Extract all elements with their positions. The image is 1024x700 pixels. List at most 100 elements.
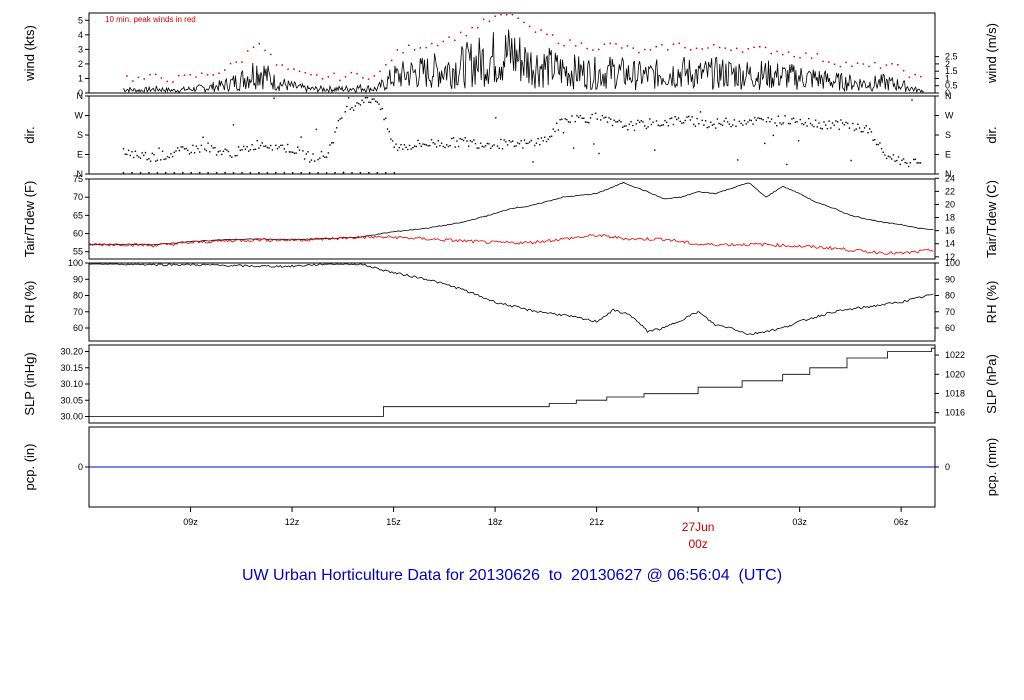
peak-wind-point bbox=[436, 44, 439, 47]
peak-wind-point bbox=[626, 45, 629, 47]
wind-direction-point bbox=[226, 149, 228, 151]
wind-direction-point bbox=[777, 115, 779, 117]
wind-direction-point bbox=[701, 119, 703, 122]
wind-direction-point bbox=[500, 138, 502, 141]
wind-direction-point bbox=[819, 127, 822, 129]
right-tick-label: 12 bbox=[945, 252, 955, 262]
wind-direction-point bbox=[263, 145, 265, 148]
x-tick-label: 18z bbox=[488, 517, 503, 527]
peak-wind-point bbox=[298, 70, 301, 73]
y-axis-label-left: Tair/Tdew (F) bbox=[22, 181, 37, 258]
wind-direction-point bbox=[682, 122, 685, 124]
wind-direction-point bbox=[398, 146, 400, 149]
wind-direction-point bbox=[221, 153, 223, 156]
wind-direction-point bbox=[589, 117, 592, 119]
wind-direction-point bbox=[853, 129, 856, 132]
wind-direction-point bbox=[209, 151, 211, 153]
wind-direction-point bbox=[310, 159, 313, 161]
wind-direction-point bbox=[745, 123, 747, 125]
wind-direction-point bbox=[779, 122, 781, 124]
peak-wind-point bbox=[402, 51, 404, 54]
wind-direction-point bbox=[452, 137, 455, 139]
wind-direction-point bbox=[229, 155, 231, 157]
right-tick-label: 80 bbox=[945, 291, 955, 301]
wind-direction-point bbox=[711, 124, 714, 126]
wind-direction-point bbox=[869, 128, 871, 130]
peak-wind-point bbox=[793, 55, 795, 58]
wind-direction-point bbox=[664, 119, 666, 122]
peak-wind-point bbox=[874, 61, 876, 64]
day-sub-label: 00z bbox=[688, 537, 707, 551]
wind-direction-point bbox=[655, 120, 658, 122]
wind-direction-point bbox=[584, 121, 587, 123]
peak-wind-point bbox=[678, 42, 680, 45]
wind-direction-point bbox=[471, 141, 473, 143]
wind-direction-point bbox=[341, 117, 343, 119]
peak-wind-point bbox=[517, 17, 519, 19]
wind-direction-point bbox=[644, 125, 646, 127]
wind-direction-point bbox=[591, 113, 593, 116]
wind-direction-point bbox=[300, 136, 302, 138]
wind-direction-point bbox=[831, 122, 834, 124]
wind-direction-point bbox=[801, 123, 803, 125]
wind-direction-point bbox=[188, 153, 191, 155]
y-axis-label-right: SLP (hPa) bbox=[984, 354, 999, 414]
wind-direction-point bbox=[215, 172, 218, 174]
wind-direction-point bbox=[833, 124, 835, 126]
wind-direction-point bbox=[522, 147, 524, 149]
wind-direction-point bbox=[418, 142, 421, 145]
peak-wind-point bbox=[810, 57, 813, 59]
peak-wind-point bbox=[408, 44, 410, 46]
right-tick-label: W bbox=[945, 111, 954, 121]
wind-direction-point bbox=[704, 120, 707, 122]
wind-direction-point bbox=[899, 163, 901, 166]
wind-direction-point bbox=[882, 151, 884, 153]
wind-direction-point bbox=[740, 122, 742, 125]
peak-wind-point bbox=[592, 49, 594, 51]
wind-direction-point bbox=[413, 145, 416, 147]
right-tick-label: S bbox=[945, 130, 951, 140]
wind-direction-point bbox=[566, 119, 568, 121]
peak-wind-point bbox=[667, 49, 669, 51]
wind-direction-point bbox=[454, 146, 456, 148]
y-axis-label-right: RH (%) bbox=[984, 281, 999, 324]
peak-wind-point bbox=[833, 63, 836, 65]
peak-wind-point bbox=[672, 43, 675, 45]
wind-direction-point bbox=[391, 140, 394, 142]
y-axis-label-right: Tair/Tdew (C) bbox=[984, 180, 999, 258]
wind-direction-point bbox=[578, 116, 580, 119]
wind-direction-point bbox=[557, 129, 560, 131]
wind-direction-point bbox=[126, 153, 128, 156]
wind-direction-point bbox=[527, 142, 529, 145]
right-tick-label: 2 bbox=[945, 59, 950, 69]
wind-direction-point bbox=[143, 154, 145, 156]
wind-direction-point bbox=[253, 148, 255, 151]
wind-direction-point bbox=[236, 154, 238, 157]
peak-wind-point bbox=[413, 49, 416, 51]
peak-wind-point bbox=[195, 76, 197, 78]
y-axis-label-left: wind (kts) bbox=[22, 25, 37, 82]
peak-wind-point bbox=[753, 46, 755, 49]
wind-direction-point bbox=[124, 153, 126, 155]
wind-direction-point bbox=[155, 160, 157, 162]
peak-wind-point bbox=[293, 68, 295, 70]
peak-wind-point bbox=[661, 44, 663, 46]
wind-direction-point bbox=[770, 118, 773, 120]
wind-direction-point bbox=[698, 123, 700, 125]
wind-direction-point bbox=[552, 128, 554, 130]
peak-wind-point bbox=[713, 43, 715, 46]
wind-direction-point bbox=[193, 152, 196, 154]
wind-direction-point bbox=[594, 112, 597, 114]
wind-direction-point bbox=[466, 140, 468, 142]
wind-direction-point bbox=[880, 147, 883, 150]
wind-direction-point bbox=[158, 147, 160, 149]
wind-direction-point bbox=[918, 162, 920, 164]
left-tick-label: 55 bbox=[73, 247, 83, 257]
wind-direction-point bbox=[195, 145, 197, 147]
peak-wind-point bbox=[787, 51, 790, 53]
wind-direction-point bbox=[496, 145, 499, 147]
wind-direction-point bbox=[628, 123, 631, 125]
wind-direction-point bbox=[478, 147, 480, 149]
wind-direction-point bbox=[765, 121, 768, 123]
